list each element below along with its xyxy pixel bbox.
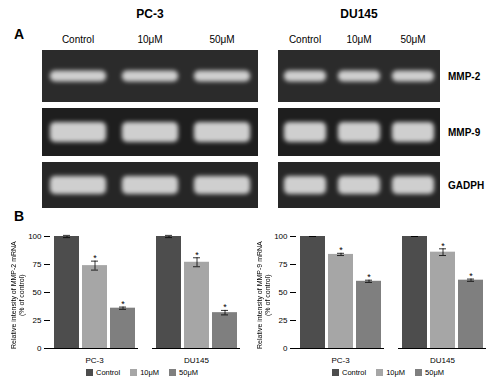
- html-text:Relative intensity of MMP-2 mR: Relative intensity of MMP-2 mRNA (% of c…: [10, 241, 25, 349]
- html-text:50μM: 50μM: [179, 368, 198, 377]
- svg-text:*: *: [367, 272, 371, 282]
- svg-text:DU145: DU145: [340, 7, 378, 21]
- svg-text:*: *: [121, 299, 125, 309]
- svg-text:PC-3: PC-3: [331, 356, 350, 365]
- svg-text:25: 25: [279, 316, 288, 325]
- svg-text:75: 75: [33, 260, 42, 269]
- svg-text:DU145: DU145: [430, 356, 455, 365]
- svg-text:*: *: [195, 250, 199, 260]
- html-text:Relative intensity of MMP-9 mR: Relative intensity of MMP-9 mRNA (% of c…: [256, 241, 271, 349]
- svg-text:Control: Control: [62, 34, 94, 45]
- svg-text:0: 0: [283, 344, 288, 353]
- svg-text:PC-3: PC-3: [85, 356, 104, 365]
- svg-text:*: *: [339, 245, 343, 255]
- svg-text:PC-3: PC-3: [136, 7, 164, 21]
- svg-text:*: *: [93, 253, 97, 263]
- svg-text:50μM: 50μM: [400, 34, 425, 45]
- svg-text:*: *: [223, 302, 227, 312]
- html-text:A: A: [14, 26, 25, 42]
- svg-text:*: *: [469, 271, 473, 281]
- svg-text:100: 100: [274, 232, 288, 241]
- html-text:Control: Control: [96, 368, 121, 377]
- svg-text:0: 0: [37, 344, 42, 353]
- svg-text:MMP-9: MMP-9: [448, 127, 481, 138]
- svg-text:*: *: [441, 241, 445, 251]
- svg-text:50μM: 50μM: [209, 34, 234, 45]
- html-text:Control: Control: [342, 368, 367, 377]
- html-text:B: B: [14, 208, 25, 224]
- svg-text:50: 50: [33, 288, 42, 297]
- html-text:10μM: 10μM: [386, 368, 406, 377]
- svg-text:10μM: 10μM: [346, 34, 371, 45]
- svg-text:75: 75: [279, 260, 288, 269]
- svg-text:GADPH: GADPH: [448, 180, 484, 191]
- svg-text:Control: Control: [289, 34, 321, 45]
- svg-text:DU145: DU145: [184, 356, 209, 365]
- svg-text:10μM: 10μM: [137, 34, 162, 45]
- html-text:10μM: 10μM: [140, 368, 160, 377]
- html-text:50μM: 50μM: [425, 368, 444, 377]
- svg-text:MMP-2: MMP-2: [448, 71, 481, 82]
- svg-text:25: 25: [33, 316, 42, 325]
- svg-text:50: 50: [279, 288, 288, 297]
- svg-text:100: 100: [28, 232, 42, 241]
